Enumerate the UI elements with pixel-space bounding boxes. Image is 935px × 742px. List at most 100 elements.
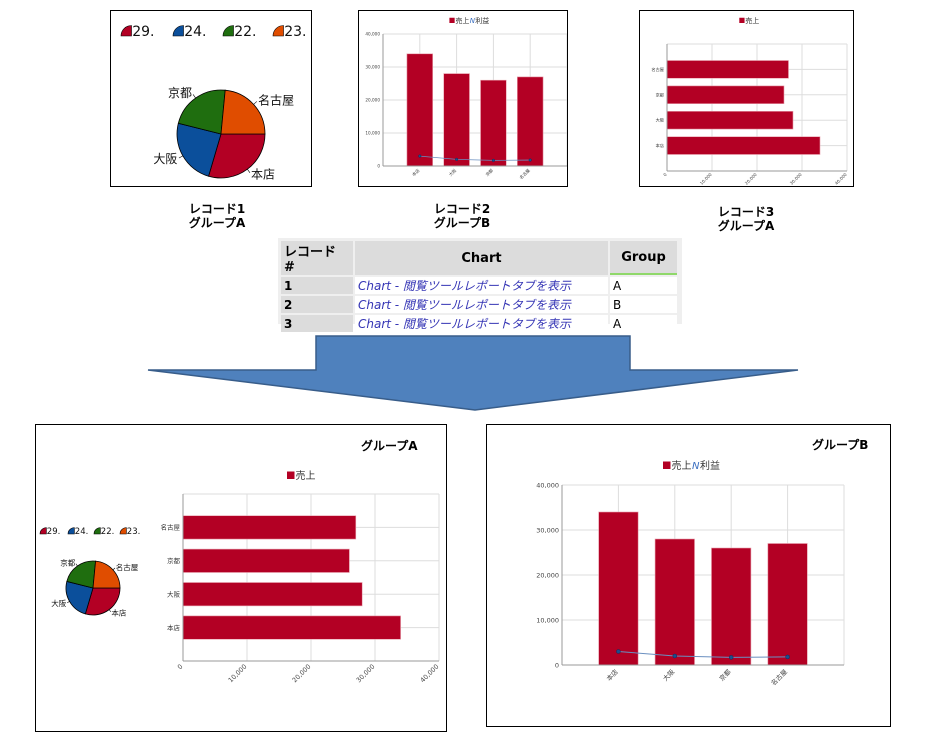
legend-swatch (39, 527, 47, 535)
record3-hbar-chart: 0 10,000 20,000 30,000 40,000 名古屋 京都 大阪 本店 売上 (639, 10, 854, 187)
caption-record: レコード1 (188, 202, 246, 216)
y-tick-label: 京都 (656, 91, 665, 98)
cell-record: 2 (281, 296, 353, 313)
legend-label: 22. (101, 527, 115, 537)
cell-record: 1 (281, 277, 353, 294)
bar-名古屋 (182, 515, 357, 540)
pie-slice-本店 (208, 133, 266, 179)
profit-point-大阪 (455, 157, 459, 161)
group-b-title: グループB (812, 438, 869, 452)
legend-label-sales: 売上 (296, 469, 316, 482)
profit-point-名古屋 (528, 158, 532, 162)
legend-label: 24. (75, 527, 89, 537)
chart-link[interactable]: Chart - 閲覧ツールレポートタブを表示 (355, 315, 608, 332)
bar-chart-svg: 0 10,000 20,000 30,000 40,000 本店 大阪 京都 名古屋 売上 N 利益 (536, 459, 845, 688)
cell-group: B (610, 296, 677, 313)
profit-point-京都 (491, 158, 495, 162)
record2-bar-chart: 0 10,000 20,000 30,000 40,000 本店 大阪 京都 名古屋 売上 N 利益 (358, 10, 568, 187)
header-record[interactable]: レコード # (281, 241, 353, 275)
pie-label: 大阪 (51, 598, 66, 608)
chart-link[interactable]: Chart - 閲覧ツールレポートタブを表示 (355, 277, 608, 294)
x-tick-label: 20,000 (744, 172, 758, 186)
legend-swatch-sales (739, 17, 745, 23)
bar-本店 (598, 511, 639, 666)
caption-record: レコード2 (433, 202, 491, 216)
legend: 売上 (739, 16, 759, 25)
profit-point-本店 (616, 649, 621, 654)
header-group[interactable]: Group (610, 241, 677, 275)
y-tick-label: 名古屋 (161, 523, 181, 532)
legend-marker-profit: N (692, 461, 700, 472)
legend-swatch-sales (287, 471, 295, 479)
legend-label: 24. (184, 24, 206, 40)
pie-label: 本店 (251, 167, 275, 181)
legend-label: 23. (284, 24, 306, 40)
pie-slice-京都 (66, 560, 97, 589)
x-tick-label: 本店 (410, 167, 421, 178)
bar-本店 (182, 615, 401, 640)
x-tick-label: 30,000 (789, 172, 803, 186)
legend-label-profit: 利益 (475, 16, 489, 25)
legend-label: 23. (127, 527, 141, 537)
legend-label-sales: 売上 (672, 459, 692, 472)
group-b-panel: 0 10,000 20,000 30,000 40,000 本店 大阪 京都 名古屋 売上 N 利益 … (486, 424, 891, 727)
x-tick-label: 名古屋 (769, 667, 790, 688)
legend-label-profit: 利益 (700, 459, 720, 472)
bar-chart-svg: 0 10,000 20,000 30,000 40,000 本店 大阪 京都 名古屋 売上 N 利益 (365, 16, 567, 181)
pie-label: 本店 (111, 607, 126, 617)
x-tick-label: 本店 (604, 667, 620, 683)
x-tick-label: 0 (662, 172, 668, 178)
bar-京都 (182, 548, 350, 573)
pie-leader-line (253, 101, 258, 105)
caption-group: グループA (717, 219, 775, 233)
bar-大阪 (654, 538, 695, 666)
legend: 売上 N 利益 (449, 16, 489, 25)
legend: 売上 N 利益 (663, 459, 720, 472)
legend-swatch (120, 25, 132, 37)
pie-leader-line (67, 601, 70, 603)
cell-record: 3 (281, 315, 353, 332)
y-tick-label: 京都 (167, 556, 181, 565)
bar-名古屋 (666, 60, 789, 79)
y-tick-label: 本店 (167, 623, 181, 632)
caption-group: グループA (188, 216, 246, 230)
caption-record1: レコード1 グループA (147, 202, 287, 230)
y-tick-label: 10,000 (536, 616, 559, 624)
chart-link[interactable]: Chart - 閲覧ツールレポートタブを表示 (355, 296, 608, 313)
legend-swatch (272, 25, 284, 37)
header-chart[interactable]: Chart (355, 241, 608, 275)
y-tick-label: 30,000 (365, 64, 380, 69)
y-tick-label: 40,000 (536, 481, 559, 489)
profit-point-大阪 (672, 653, 678, 659)
legend-label: 29. (132, 24, 154, 40)
pie-label: 京都 (60, 557, 75, 567)
caption-record3: レコード3 グループA (676, 205, 816, 233)
y-tick-label: 0 (555, 661, 559, 669)
profit-point-名古屋 (785, 654, 790, 660)
bar-名古屋 (517, 76, 544, 167)
legend-swatch (93, 527, 101, 535)
y-tick-label: 40,000 (365, 31, 380, 36)
bar-京都 (711, 547, 752, 666)
y-tick-label: 30,000 (536, 526, 559, 534)
pie-leader-line (108, 609, 112, 612)
arrow-shape (147, 335, 799, 411)
legend-label-sales: 売上 (455, 16, 469, 25)
table-row: 3 Chart - 閲覧ツールレポートタブを表示 A (281, 315, 677, 332)
x-tick-label: 10,000 (699, 172, 713, 186)
bar-京都 (480, 79, 507, 167)
y-tick-label: 20,000 (536, 571, 559, 579)
pie-chart-svg: 29.24.22.23.本店大阪京都名古屋 (39, 527, 141, 617)
pie-leader-line (247, 169, 251, 173)
x-tick-label: 40,000 (419, 663, 441, 685)
bar-本店 (666, 136, 821, 155)
profit-point-本店 (418, 154, 422, 158)
cell-group: A (610, 277, 677, 294)
legend-marker-profit: N (470, 17, 476, 25)
bar-大阪 (443, 73, 470, 167)
legend-label: 22. (234, 24, 256, 40)
bar-大阪 (182, 582, 363, 607)
